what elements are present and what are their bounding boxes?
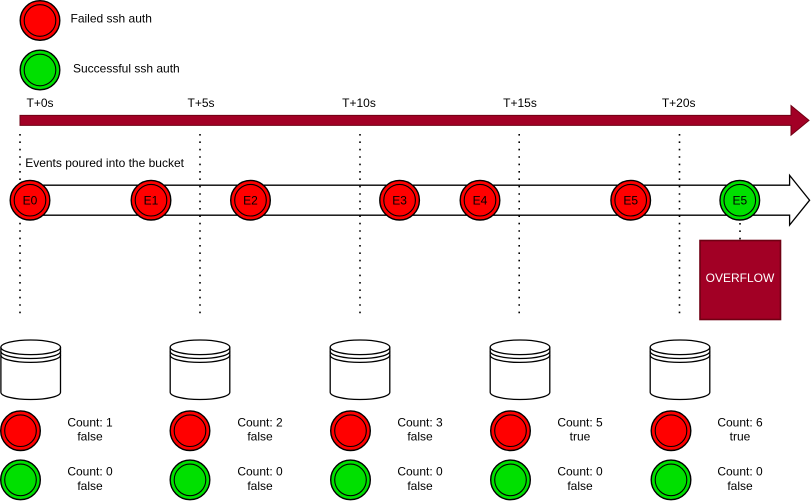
svg-text:Count: 0: Count: 0: [717, 465, 763, 479]
svg-text:E1: E1: [144, 194, 159, 208]
svg-text:T+5s: T+5s: [187, 96, 214, 110]
svg-text:false: false: [77, 430, 103, 444]
svg-text:T+10s: T+10s: [342, 96, 376, 110]
svg-text:Failed ssh auth: Failed ssh auth: [71, 11, 152, 25]
svg-text:false: false: [727, 479, 753, 493]
svg-text:E0: E0: [23, 194, 38, 208]
svg-text:true: true: [730, 430, 751, 444]
svg-text:T+0s: T+0s: [26, 96, 53, 110]
svg-text:Count: 3: Count: 3: [397, 415, 443, 429]
svg-text:E4: E4: [473, 194, 488, 208]
svg-text:T+15s: T+15s: [503, 96, 537, 110]
svg-text:T+20s: T+20s: [662, 96, 696, 110]
svg-text:E5: E5: [732, 194, 747, 208]
svg-text:false: false: [77, 479, 103, 493]
svg-text:Successful ssh auth: Successful ssh auth: [73, 61, 180, 75]
svg-text:false: false: [247, 479, 273, 493]
svg-text:Events poured into the bucket: Events poured into the bucket: [25, 156, 184, 170]
svg-text:Count: 0: Count: 0: [237, 465, 283, 479]
svg-text:Count: 0: Count: 0: [397, 465, 443, 479]
svg-text:false: false: [567, 479, 593, 493]
svg-text:false: false: [247, 430, 273, 444]
svg-text:E2: E2: [243, 194, 258, 208]
svg-text:true: true: [570, 430, 591, 444]
svg-text:Count: 5: Count: 5: [557, 415, 603, 429]
svg-text:Count: 6: Count: 6: [717, 415, 763, 429]
svg-text:E3: E3: [392, 194, 407, 208]
svg-text:Count: 1: Count: 1: [67, 415, 113, 429]
svg-text:Count: 0: Count: 0: [557, 465, 603, 479]
svg-text:false: false: [407, 430, 433, 444]
svg-text:OVERFLOW: OVERFLOW: [706, 271, 775, 285]
svg-text:false: false: [407, 479, 433, 493]
svg-text:E5: E5: [623, 194, 638, 208]
svg-text:Count: 2: Count: 2: [237, 415, 283, 429]
svg-text:Count: 0: Count: 0: [67, 465, 113, 479]
